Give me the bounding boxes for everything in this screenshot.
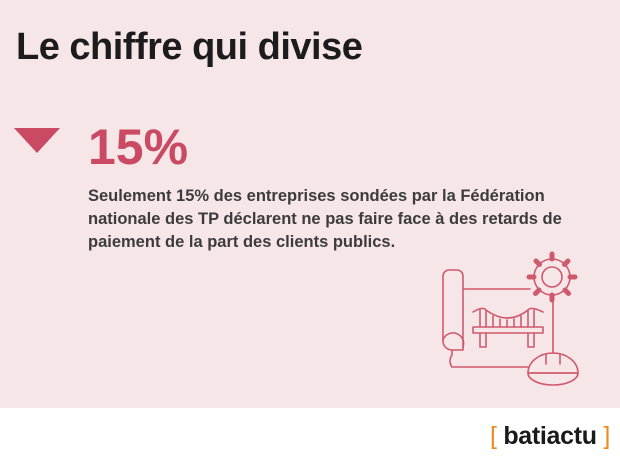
logo-text: batiactu [503, 422, 597, 450]
hard-hat-icon [527, 352, 579, 386]
bridge-icon [472, 307, 544, 348]
gear-icon [526, 251, 578, 303]
key-figure: 15% [88, 119, 189, 175]
down-triangle-icon [14, 128, 60, 153]
batiactu-logo[interactable]: [ batiactu ] [490, 422, 610, 451]
blueprint-bridge-illustration [442, 251, 579, 386]
infographic-panel: Le chiffre qui divise 15% Seulement 15% … [0, 0, 620, 408]
logo-bracket-open: [ [490, 422, 497, 450]
description: Seulement 15% des entreprises sondées pa… [88, 187, 562, 251]
blueprint-icon [442, 269, 554, 368]
logo-bracket-close: ] [603, 422, 611, 450]
page-title: Le chiffre qui divise [16, 26, 363, 68]
